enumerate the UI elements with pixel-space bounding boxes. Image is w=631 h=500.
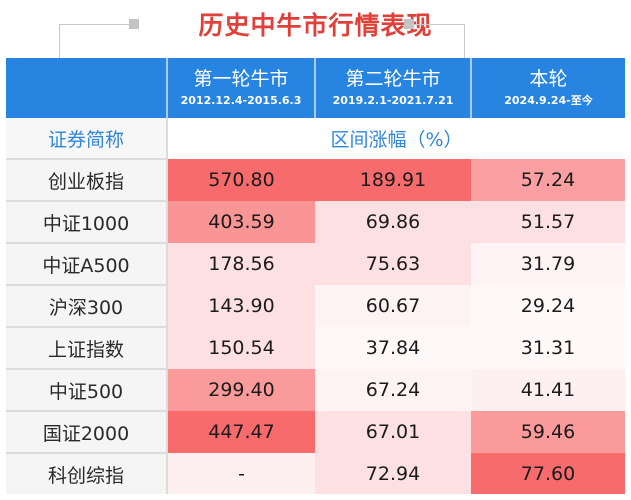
security-name: 中证1000 — [6, 200, 168, 243]
gain-value: 67.01 — [315, 411, 471, 453]
page-title: 历史中牛市行情表现 — [198, 11, 433, 40]
name-column-label: 证券简称 — [6, 118, 167, 159]
title-decoration-left — [59, 24, 133, 59]
gain-value: 72.94 — [315, 453, 471, 494]
header-round2-period: 2019.2.1-2021.7.21 — [332, 93, 454, 107]
table-row: 中证1000 403.59 69.86 51.57 — [6, 200, 625, 243]
header-round1-period: 2012.12.4-2015.6.3 — [180, 93, 302, 107]
gain-value: 29.24 — [471, 285, 625, 327]
gain-value: 41.41 — [471, 369, 625, 411]
gain-value: 143.90 — [167, 285, 315, 327]
subheader-row: 证券简称 区间涨幅（%） — [6, 118, 625, 159]
security-name: 创业板指 — [6, 158, 168, 201]
gain-value: 60.67 — [315, 285, 471, 327]
header-current-label: 本轮 — [529, 67, 568, 90]
gain-value: 59.46 — [471, 411, 625, 453]
gain-value: 403.59 — [167, 201, 315, 243]
table-row: 创业板指 570.80 189.91 57.24 — [6, 158, 625, 201]
table-row: 中证A500 178.56 75.63 31.79 — [6, 242, 625, 285]
table-row: 中证500 299.40 67.24 41.41 — [6, 368, 625, 411]
security-name: 中证500 — [6, 368, 168, 411]
gain-value: 77.60 — [471, 453, 625, 494]
header-round2-label: 第二轮牛市 — [345, 67, 441, 90]
gain-value: 67.24 — [315, 369, 471, 411]
gain-value: 299.40 — [167, 369, 315, 411]
gain-value: 178.56 — [167, 243, 315, 285]
security-name: 沪深300 — [6, 284, 168, 327]
header-current: 本轮 2024.9.24-至今 — [471, 58, 625, 118]
gain-value: 150.54 — [167, 327, 315, 369]
table-row: 科创综指 -72.94 77.60 — [6, 452, 625, 494]
gain-value: 57.24 — [471, 159, 625, 201]
gain-value: 51.57 — [471, 201, 625, 243]
header-row: 第一轮牛市 2012.12.4-2015.6.3 第二轮牛市 2019.2.1-… — [6, 58, 625, 118]
header-blank — [6, 58, 168, 118]
gain-value: 37.84 — [315, 327, 471, 369]
gain-value: 570.80 — [167, 159, 315, 201]
table-row: 沪深300 143.90 60.67 29.24 — [6, 284, 625, 327]
gain-value: 447.47 — [167, 411, 315, 453]
security-name: 中证A500 — [6, 242, 168, 285]
header-current-period: 2024.9.24-至今 — [504, 93, 593, 107]
title-square-left — [129, 19, 139, 29]
gain-value: - — [167, 453, 315, 494]
table-row: 国证2000 447.47 67.01 59.46 — [6, 410, 625, 453]
header-round2: 第二轮牛市 2019.2.1-2021.7.21 — [315, 58, 472, 118]
header-round1: 第一轮牛市 2012.12.4-2015.6.3 — [167, 58, 316, 118]
security-name: 科创综指 — [6, 452, 168, 494]
gain-value: 189.91 — [315, 159, 471, 201]
bull-market-table: 第一轮牛市 2012.12.4-2015.6.3 第二轮牛市 2019.2.1-… — [6, 58, 625, 494]
title-area: 历史中牛市行情表现 — [0, 0, 631, 59]
security-name: 国证2000 — [6, 410, 168, 453]
header-round1-label: 第一轮牛市 — [193, 67, 289, 90]
gain-value: 31.31 — [471, 327, 625, 369]
value-group-label: 区间涨幅（%） — [166, 118, 625, 159]
security-name: 上证指数 — [6, 326, 168, 369]
gain-value: 31.79 — [471, 243, 625, 285]
title-decoration-right — [406, 24, 465, 59]
table-row: 上证指数 150.54 37.84 31.31 — [6, 326, 625, 369]
table-body: 创业板指 570.80 189.91 57.24 中证1000 403.59 69.86 51… — [6, 158, 625, 494]
gain-value: 75.63 — [315, 243, 471, 285]
gain-value: 69.86 — [315, 201, 471, 243]
